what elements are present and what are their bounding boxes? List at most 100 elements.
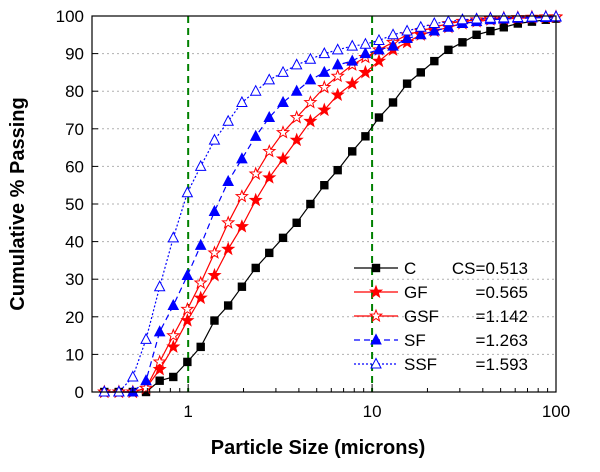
legend-entry: GSF =1.142 xyxy=(354,307,528,326)
data-point xyxy=(289,132,304,147)
data-point xyxy=(456,13,469,25)
legend-marker xyxy=(370,333,382,345)
data-point xyxy=(210,316,219,325)
legend-series-name: GF xyxy=(404,283,428,302)
data-point xyxy=(277,65,289,77)
legend-entry: C CS=0.513 xyxy=(354,259,528,278)
legend-marker xyxy=(370,357,382,369)
y-tick-label: 60 xyxy=(65,157,84,176)
data-point xyxy=(401,31,413,44)
y-tick-label: 90 xyxy=(65,45,84,64)
data-point xyxy=(275,125,291,139)
data-point xyxy=(277,95,289,107)
data-point xyxy=(208,133,221,145)
legend-series-name: C xyxy=(404,259,416,278)
legend-series-name: SSF xyxy=(404,355,437,374)
data-point xyxy=(317,102,332,117)
data-point xyxy=(402,79,412,88)
legend-series-name: GSF xyxy=(404,307,439,326)
data-point xyxy=(414,20,427,32)
data-point xyxy=(414,28,427,40)
y-tick-label: 80 xyxy=(65,82,84,101)
data-point xyxy=(497,11,510,23)
y-axis: 0 10 20 30 40 50 60 70 80 90 100 xyxy=(56,7,98,402)
data-point xyxy=(373,33,385,45)
data-point xyxy=(330,68,345,83)
data-point xyxy=(303,113,318,128)
data-point xyxy=(196,342,205,352)
data-point xyxy=(183,357,192,367)
data-point xyxy=(262,143,277,158)
y-tick-label: 100 xyxy=(56,7,84,26)
series-line xyxy=(104,18,557,393)
data-point xyxy=(444,45,453,55)
data-point xyxy=(320,181,329,190)
data-point xyxy=(223,301,233,310)
data-point xyxy=(248,192,263,207)
data-point xyxy=(262,170,277,184)
series-ssf xyxy=(98,10,562,397)
data-point xyxy=(207,245,222,259)
y-tick-label: 50 xyxy=(65,195,84,214)
data-point xyxy=(234,189,249,203)
data-point xyxy=(318,65,331,77)
data-point xyxy=(222,114,234,126)
data-point xyxy=(345,76,360,90)
data-point xyxy=(152,354,167,368)
x-tick-label: 10 xyxy=(363,402,382,421)
data-point xyxy=(317,79,332,94)
data-point xyxy=(371,53,387,68)
data-point xyxy=(181,268,194,280)
reference-lines xyxy=(187,16,374,392)
series-line xyxy=(104,16,557,393)
legend-marker xyxy=(368,284,384,299)
x-axis: 1 10 100 xyxy=(91,384,570,421)
data-point xyxy=(166,328,181,342)
series-line xyxy=(104,16,556,393)
data-point xyxy=(234,219,249,233)
data-point xyxy=(290,58,303,70)
data-point xyxy=(138,380,154,395)
legend-value: =1.142 xyxy=(476,307,528,326)
data-point xyxy=(180,301,195,316)
data-point xyxy=(169,372,178,382)
data-point xyxy=(113,385,125,397)
legend-value: =0.565 xyxy=(476,283,528,302)
series-line xyxy=(104,16,557,393)
data-point xyxy=(387,28,399,40)
data-point xyxy=(289,110,304,124)
data-point xyxy=(263,73,276,85)
data-point xyxy=(222,174,234,186)
data-point xyxy=(152,361,167,376)
data-point xyxy=(194,159,207,171)
legend: C CS=0.513 GF =0.565 GSF =1.142 SF =1.263 SSF =1.… xyxy=(354,259,528,374)
y-tick-label: 10 xyxy=(65,345,84,364)
data-point xyxy=(263,110,276,123)
data-point xyxy=(237,282,247,291)
data-point xyxy=(428,24,441,36)
data-point xyxy=(140,332,152,344)
data-point xyxy=(331,43,344,55)
y-tick-label: 0 xyxy=(75,383,84,402)
legend-value: =1.593 xyxy=(476,355,528,374)
data-point xyxy=(374,113,384,122)
data-point xyxy=(346,39,359,51)
data-point xyxy=(416,68,425,77)
data-point xyxy=(181,186,194,198)
data-point xyxy=(155,376,164,385)
data-point xyxy=(361,132,370,141)
data-point xyxy=(470,12,483,24)
data-point xyxy=(387,39,399,51)
y-tick-label: 30 xyxy=(65,270,84,289)
data-point xyxy=(180,313,195,327)
data-point xyxy=(278,233,288,243)
data-point xyxy=(290,84,303,96)
legend-value: CS=0.513 xyxy=(452,259,528,278)
data-point xyxy=(193,275,208,289)
data-point xyxy=(249,84,262,96)
y-tick-label: 70 xyxy=(65,120,84,139)
data-point xyxy=(306,199,315,209)
legend-entry: GF =0.565 xyxy=(354,283,528,302)
data-point xyxy=(236,152,248,164)
data-point xyxy=(333,165,342,175)
